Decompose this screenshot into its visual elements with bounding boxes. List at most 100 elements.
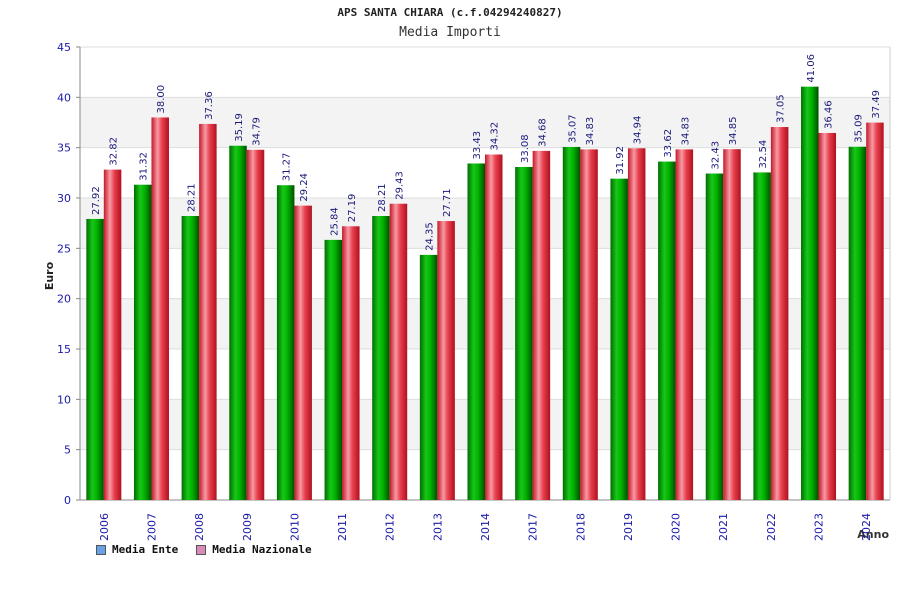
- bar-media-ente: [419, 254, 438, 500]
- y-tick-label: 15: [57, 343, 71, 356]
- chart-title: APS SANTA CHIARA (c.f.04294240827): [337, 6, 563, 19]
- data-label: 34.85: [728, 117, 739, 146]
- bar-media-ente: [229, 145, 247, 500]
- data-label: 38.00: [156, 85, 167, 114]
- data-label: 35.19: [234, 113, 245, 142]
- bar-media-ente: [133, 184, 152, 500]
- bar-media-nazionale: [723, 149, 741, 500]
- data-label: 36.46: [823, 100, 834, 129]
- x-tick-label: 2014: [479, 513, 492, 541]
- bar-media-nazionale: [532, 150, 551, 500]
- bar-media-ente: [610, 178, 628, 500]
- data-label: 35.09: [853, 114, 864, 143]
- data-label: 37.05: [776, 94, 787, 123]
- data-label: 32.43: [710, 141, 721, 170]
- legend-swatch-media-nazionale: [196, 544, 207, 555]
- legend-label-media-nazionale: Media Nazionale: [212, 543, 312, 556]
- x-axis-label: Anno: [857, 528, 889, 541]
- bar-media-ente: [801, 86, 819, 501]
- y-tick-label: 10: [57, 393, 71, 406]
- legend-label-media-ente: Media Ente: [112, 543, 179, 556]
- data-label: 28.21: [377, 183, 388, 212]
- data-label: 31.32: [139, 152, 150, 181]
- bar-media-nazionale: [199, 123, 217, 500]
- bar-media-nazionale: [294, 205, 312, 500]
- data-label: 33.08: [520, 134, 531, 163]
- data-label: 37.49: [871, 90, 882, 119]
- data-label: 35.07: [568, 114, 579, 143]
- bar-media-nazionale: [246, 149, 265, 500]
- bar-media-nazionale: [627, 148, 646, 500]
- x-tick-label: 2020: [670, 513, 683, 541]
- bar-media-nazionale: [103, 169, 122, 500]
- bar-media-nazionale: [675, 149, 694, 501]
- bar-media-nazionale: [151, 117, 169, 500]
- x-tick-label: 2023: [813, 513, 826, 541]
- bar-media-nazionale: [770, 127, 789, 500]
- data-label: 29.43: [394, 171, 405, 200]
- bar-media-ente: [181, 216, 200, 500]
- data-label: 41.06: [806, 54, 817, 83]
- y-tick-label: 20: [57, 293, 71, 306]
- data-label: 34.79: [252, 117, 263, 146]
- y-tick-label: 35: [57, 142, 71, 155]
- data-label: 31.92: [615, 146, 626, 175]
- data-label: 27.71: [442, 188, 453, 217]
- data-label: 34.94: [633, 116, 644, 145]
- x-tick-label: 2006: [98, 513, 111, 541]
- x-tick-label: 2012: [384, 513, 397, 541]
- x-tick-label: 2010: [288, 513, 301, 541]
- bar-media-nazionale: [437, 221, 455, 500]
- chart-subtitle: Media Importi: [399, 25, 501, 40]
- bar-media-ente: [753, 172, 771, 500]
- y-tick-label: 25: [57, 242, 71, 255]
- y-tick-label: 5: [64, 444, 71, 457]
- bar-media-ente: [467, 163, 485, 501]
- data-label: 32.54: [758, 140, 769, 169]
- legend-item-media-ente: Media Ente: [96, 543, 178, 556]
- data-label: 31.27: [282, 153, 293, 182]
- bar-media-ente: [86, 218, 104, 500]
- bar-media-ente: [705, 173, 724, 500]
- x-tick-label: 2018: [574, 513, 587, 541]
- data-label: 28.21: [186, 183, 197, 212]
- data-label: 34.83: [680, 117, 691, 146]
- bar-media-nazionale: [342, 226, 360, 500]
- bar-media-ente: [372, 216, 390, 500]
- bar-media-ente: [276, 185, 295, 500]
- bar-media-nazionale: [580, 149, 598, 501]
- x-tick-label: 2009: [241, 513, 254, 541]
- y-axis-label: Euro: [43, 261, 56, 290]
- data-label: 32.82: [109, 137, 120, 166]
- data-label: 34.32: [490, 122, 501, 151]
- bar-media-ente: [562, 146, 581, 500]
- y-tick-label: 40: [57, 91, 71, 104]
- bar-media-nazionale: [389, 203, 408, 500]
- data-label: 37.36: [204, 91, 215, 120]
- x-tick-label: 2011: [336, 513, 349, 541]
- bar-media-nazionale: [866, 122, 884, 500]
- y-tick-label: 0: [64, 494, 71, 507]
- legend: Media Ente Media Nazionale: [96, 543, 312, 556]
- legend-item-media-nazionale: Media Nazionale: [196, 543, 312, 556]
- data-label: 34.83: [585, 117, 596, 146]
- bar-media-nazionale: [818, 132, 837, 500]
- data-label: 27.19: [347, 194, 358, 223]
- data-label: 25.84: [329, 207, 340, 236]
- x-tick-label: 2013: [431, 513, 444, 541]
- x-tick-label: 2024: [860, 513, 873, 541]
- data-label: 29.24: [299, 173, 310, 202]
- x-tick-label: 2022: [765, 513, 778, 541]
- x-tick-label: 2008: [193, 513, 206, 541]
- legend-swatch-media-ente: [96, 544, 106, 555]
- data-label: 27.92: [91, 186, 102, 215]
- data-label: 34.68: [537, 118, 548, 147]
- data-label: 24.35: [425, 222, 436, 251]
- y-tick-label: 30: [57, 192, 71, 205]
- x-tick-label: 2017: [527, 513, 540, 541]
- x-tick-label: 2021: [717, 513, 730, 541]
- data-label: 33.62: [663, 129, 674, 158]
- bar-media-ente: [658, 161, 676, 501]
